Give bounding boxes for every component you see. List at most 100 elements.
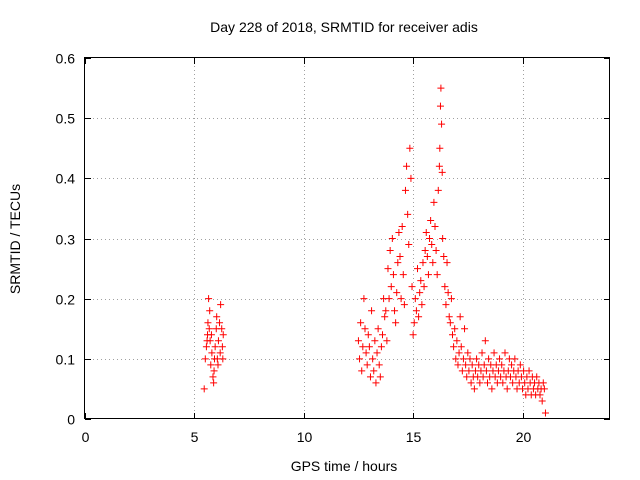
- data-point-marker: [420, 283, 428, 291]
- data-point-marker: [362, 349, 370, 357]
- data-point-marker: [396, 253, 404, 261]
- data-point-marker: [394, 259, 402, 267]
- data-point-marker: [533, 373, 541, 381]
- data-point-marker: [485, 355, 493, 363]
- data-point-marker: [501, 349, 509, 357]
- data-point-marker: [440, 253, 448, 261]
- data-point-marker: [490, 349, 498, 357]
- data-point-marker: [360, 295, 368, 303]
- data-point-marker: [438, 120, 446, 128]
- data-point-marker: [426, 235, 434, 242]
- data-point-marker: [358, 367, 366, 375]
- data-point-marker: [207, 331, 215, 339]
- data-point-marker: [219, 331, 227, 339]
- data-point-marker: [539, 379, 547, 387]
- data-point-marker: [470, 385, 478, 393]
- data-point-marker: [438, 168, 446, 176]
- data-point-marker: [379, 331, 386, 339]
- data-point-marker: [217, 301, 225, 309]
- data-point-marker: [415, 313, 423, 321]
- data-point-marker: [211, 343, 219, 351]
- data-point-marker: [364, 331, 372, 339]
- data-points: [200, 84, 549, 417]
- data-point-marker: [465, 367, 473, 375]
- data-point-marker: [201, 355, 209, 363]
- data-point-marker: [387, 283, 395, 291]
- data-point-marker: [478, 349, 486, 357]
- data-point-marker: [363, 361, 371, 369]
- y-tick-label: 0.4: [56, 171, 76, 187]
- data-point-marker: [366, 373, 374, 381]
- data-point-marker: [428, 241, 436, 249]
- data-point-marker: [388, 235, 396, 242]
- data-point-marker: [406, 144, 414, 152]
- y-tick-label: 0.5: [56, 111, 76, 127]
- data-point-marker: [476, 379, 484, 387]
- data-point-marker: [509, 379, 517, 387]
- data-point-marker: [403, 162, 411, 170]
- y-tick-label: 0.6: [56, 51, 76, 67]
- data-point-marker: [407, 174, 415, 182]
- data-point-marker: [508, 361, 516, 369]
- data-point-marker: [451, 325, 459, 333]
- grid-lines: [85, 58, 610, 419]
- data-point-marker: [430, 198, 438, 206]
- data-point-marker: [405, 241, 413, 249]
- data-point-marker: [468, 361, 476, 369]
- data-point-marker: [436, 102, 444, 110]
- data-point-marker: [370, 367, 378, 375]
- x-tick-label: 15: [406, 429, 422, 445]
- data-point-marker: [463, 373, 471, 381]
- x-tick-label: 0: [82, 429, 90, 445]
- data-point-marker: [541, 409, 549, 417]
- data-point-marker: [200, 385, 208, 393]
- data-point-marker: [207, 361, 215, 369]
- data-point-marker: [511, 355, 519, 363]
- data-point-marker: [439, 235, 447, 242]
- data-point-marker: [373, 349, 381, 357]
- data-point-marker: [540, 385, 548, 393]
- y-tick-label: 0.1: [56, 352, 76, 368]
- data-point-marker: [372, 379, 380, 387]
- data-point-marker: [462, 361, 470, 369]
- data-point-marker: [458, 367, 466, 375]
- data-point-marker: [368, 307, 376, 315]
- data-point-marker: [538, 397, 546, 405]
- data-point-marker: [397, 295, 405, 303]
- data-point-marker: [203, 337, 211, 345]
- data-point-marker: [202, 343, 210, 351]
- data-point-marker: [410, 319, 418, 327]
- data-point-marker: [455, 349, 463, 357]
- data-point-marker: [214, 337, 222, 345]
- data-point-marker: [445, 313, 453, 321]
- data-point-marker: [206, 307, 214, 315]
- data-point-marker: [432, 247, 440, 255]
- data-point-marker: [389, 271, 397, 279]
- data-point-marker: [498, 361, 506, 369]
- data-point-marker: [383, 337, 391, 345]
- data-point-marker: [496, 355, 504, 363]
- data-point-marker: [404, 210, 412, 218]
- data-point-marker: [369, 355, 377, 363]
- data-point-marker: [429, 259, 437, 267]
- data-point-marker: [357, 319, 365, 327]
- data-point-marker: [449, 331, 456, 339]
- data-point-marker: [536, 391, 544, 399]
- data-point-marker: [219, 355, 227, 363]
- data-point-marker: [488, 385, 496, 393]
- data-point-marker: [446, 319, 454, 327]
- data-point-marker: [454, 361, 462, 369]
- data-point-marker: [216, 319, 224, 327]
- y-tick-label: 0.3: [56, 232, 76, 248]
- x-tick-label: 5: [191, 429, 199, 445]
- data-point-marker: [365, 343, 373, 351]
- data-point-marker: [210, 367, 218, 375]
- x-axis-label: GPS time / hours: [291, 458, 398, 474]
- data-point-marker: [419, 259, 427, 267]
- data-point-marker: [395, 228, 403, 236]
- data-point-marker: [479, 373, 487, 381]
- data-point-marker: [210, 379, 218, 387]
- data-point-marker: [447, 295, 455, 303]
- data-point-marker: [423, 253, 431, 261]
